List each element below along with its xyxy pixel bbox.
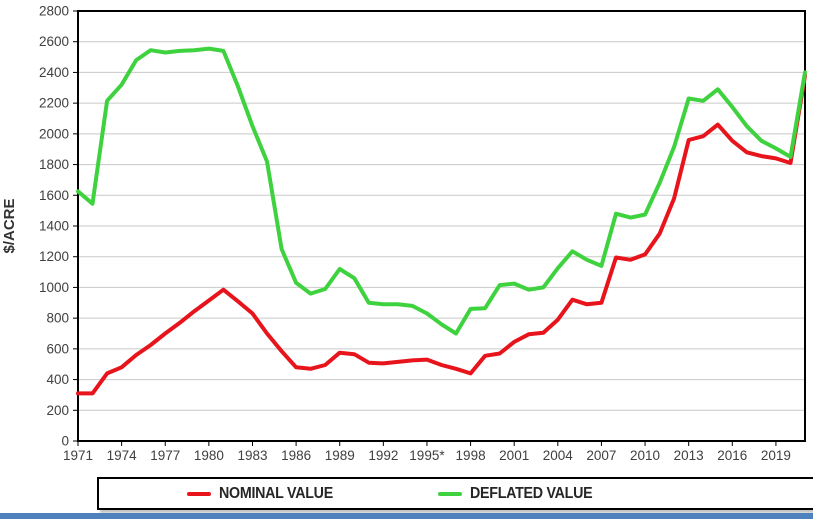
- x-tick-label: 1986: [281, 448, 311, 463]
- x-tick-label: 1977: [150, 448, 180, 463]
- x-tick-label: 1971: [63, 448, 93, 463]
- gridlines: [79, 41, 804, 411]
- y-tick-label: 2400: [39, 65, 69, 80]
- y-axis-title: $/ACRE: [1, 198, 18, 253]
- x-tick-label: 1992: [368, 448, 398, 463]
- x-tick-label: 1980: [194, 448, 224, 463]
- x-tick-label: 2010: [630, 448, 660, 463]
- nominal-line-swatch: [187, 491, 211, 496]
- x-tick-label: 2016: [717, 448, 747, 463]
- legend-label-deflated: DEFLATED VALUE: [469, 484, 593, 502]
- y-tick-label: 1600: [39, 188, 69, 203]
- y-tick-label: 800: [46, 311, 69, 326]
- x-tick-label: 1983: [237, 448, 267, 463]
- legend-label-nominal: NOMINAL VALUE: [219, 484, 333, 502]
- y-tick-label: 2800: [39, 4, 69, 19]
- x-tick-label: 2019: [761, 448, 791, 463]
- x-tick-label: 2007: [586, 448, 616, 463]
- y-tick-label: 1000: [39, 280, 69, 295]
- legend-item-deflated: DEFLATED VALUE: [437, 484, 603, 503]
- y-tick-label: 1200: [39, 249, 69, 264]
- x-tick-label: 1974: [107, 448, 138, 463]
- line-chart: 0 200 400 600 800 1000 1200 1400 1600 1800 2000 220…: [1, 4, 807, 463]
- deflated-value-line: [76, 46, 807, 336]
- x-tick-label: 2004: [543, 448, 574, 463]
- y-axis-ticks: [73, 10, 78, 442]
- x-axis-ticks: [77, 441, 777, 446]
- legend-item-nominal: NOMINAL VALUE: [187, 485, 343, 503]
- y-axis-labels: 0 200 400 600 800 1000 1200 1400 1600 1800 2000 220…: [39, 4, 69, 449]
- y-tick-label: 600: [46, 341, 69, 356]
- y-tick-label: 2000: [39, 126, 69, 141]
- y-tick-label: 200: [46, 403, 69, 418]
- y-tick-label: 2200: [39, 96, 69, 111]
- x-tick-label: 1995*: [409, 448, 445, 463]
- y-tick-label: 400: [46, 372, 69, 387]
- y-tick-label: 2600: [39, 34, 69, 49]
- bottom-blue-bar: [0, 513, 813, 519]
- legend: NOMINAL VALUE DEFLATED VALUE: [97, 477, 813, 510]
- y-tick-label: 1400: [39, 219, 69, 234]
- x-tick-label: 1989: [325, 448, 355, 463]
- x-tick-label: 2013: [674, 448, 704, 463]
- y-tick-label: 1800: [39, 157, 69, 172]
- x-tick-label: 2001: [499, 448, 529, 463]
- y-tick-label: 0: [61, 434, 69, 449]
- x-axis-labels: 1971 1974 1977 1980 1983 1986 1989 1992 1995* 199…: [63, 448, 791, 463]
- deflated-line-swatch: [437, 491, 462, 496]
- nominal-value-line: [76, 73, 807, 396]
- series-lines: [76, 46, 807, 396]
- x-tick-label: 1998: [456, 448, 486, 463]
